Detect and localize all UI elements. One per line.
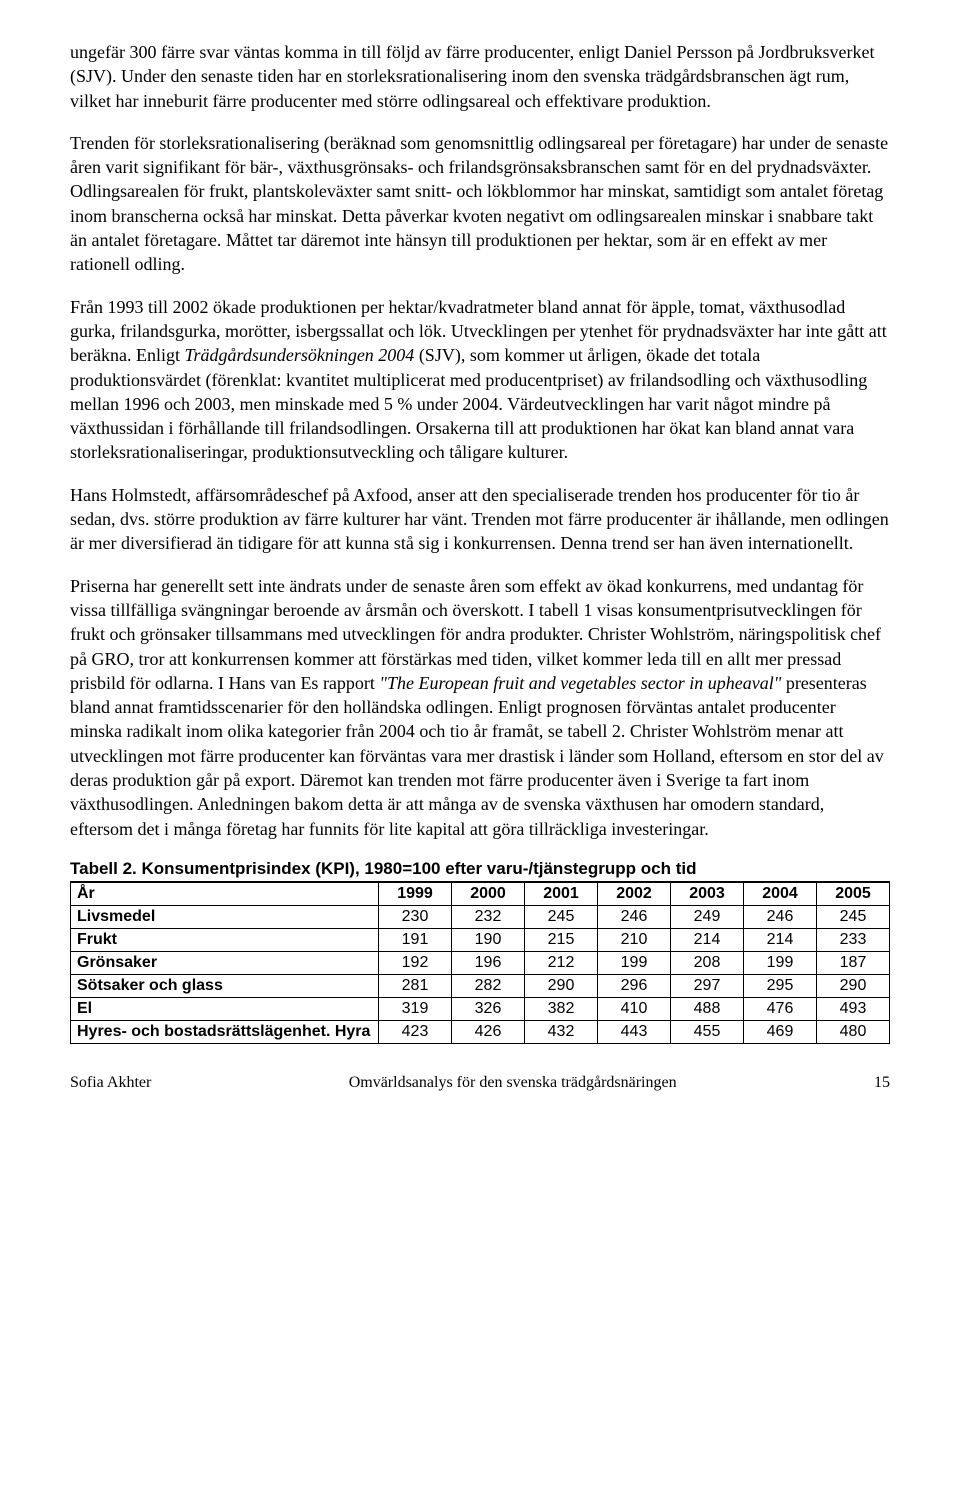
row-value: 191 [379,928,452,951]
paragraph-2: Trenden för storleksrationalisering (ber… [70,131,890,277]
table-header-2005: 2005 [817,882,890,906]
row-value: 214 [671,928,744,951]
footer-author: Sofia Akhter [70,1074,151,1092]
row-value: 290 [817,974,890,997]
row-value: 190 [452,928,525,951]
table-header-row: År 1999 2000 2001 2002 2003 2004 2005 [71,882,890,906]
table-header-2000: 2000 [452,882,525,906]
p3-italic: Trädgårdsundersökningen 2004 [184,345,414,365]
table-header-2002: 2002 [598,882,671,906]
p5-text-c: presenteras bland annat framtidsscenarie… [70,673,884,839]
row-label: Livsmedel [71,905,379,928]
row-value: 426 [452,1020,525,1043]
row-value: 382 [525,997,598,1020]
table-header-label: År [71,882,379,906]
row-label: El [71,997,379,1020]
paragraph-5: Priserna har generellt sett inte ändrats… [70,574,890,841]
row-value: 187 [817,951,890,974]
row-value: 232 [452,905,525,928]
row-value: 245 [817,905,890,928]
row-value: 493 [817,997,890,1020]
table-header-2001: 2001 [525,882,598,906]
row-value: 208 [671,951,744,974]
row-value: 455 [671,1020,744,1043]
table-caption: Tabell 2. Konsumentprisindex (KPI), 1980… [70,859,890,879]
paragraph-1: ungefär 300 färre svar väntas komma in t… [70,40,890,113]
row-value: 297 [671,974,744,997]
footer-title: Omvärldsanalys för den svenska trädgårds… [349,1074,677,1092]
table-header-2004: 2004 [744,882,817,906]
row-value: 281 [379,974,452,997]
row-value: 192 [379,951,452,974]
row-value: 290 [525,974,598,997]
table-header-1999: 1999 [379,882,452,906]
table-row: Hyres- och bostadsrättslägenhet. Hyra423… [71,1020,890,1043]
row-value: 199 [744,951,817,974]
table-header-2003: 2003 [671,882,744,906]
table-row: Sötsaker och glass281282290296297295290 [71,974,890,997]
row-label: Frukt [71,928,379,951]
row-value: 410 [598,997,671,1020]
row-value: 469 [744,1020,817,1043]
page-footer: Sofia Akhter Omvärldsanalys för den sven… [70,1074,890,1092]
row-value: 196 [452,951,525,974]
table-row: Livsmedel230232245246249246245 [71,905,890,928]
row-value: 480 [817,1020,890,1043]
row-value: 423 [379,1020,452,1043]
row-value: 246 [744,905,817,928]
paragraph-4: Hans Holmstedt, affärsområdeschef på Axf… [70,483,890,556]
row-value: 212 [525,951,598,974]
row-value: 443 [598,1020,671,1043]
row-label: Sötsaker och glass [71,974,379,997]
row-value: 233 [817,928,890,951]
row-value: 210 [598,928,671,951]
table-row: El319326382410488476493 [71,997,890,1020]
row-value: 215 [525,928,598,951]
paragraph-3: Från 1993 till 2002 ökade produktionen p… [70,295,890,465]
kpi-table: År 1999 2000 2001 2002 2003 2004 2005 Li… [70,881,890,1044]
row-value: 295 [744,974,817,997]
row-value: 214 [744,928,817,951]
row-value: 476 [744,997,817,1020]
table-row: Frukt191190215210214214233 [71,928,890,951]
row-value: 249 [671,905,744,928]
row-value: 245 [525,905,598,928]
row-value: 432 [525,1020,598,1043]
row-value: 246 [598,905,671,928]
row-value: 296 [598,974,671,997]
p5-italic: "The European fruit and vegetables secto… [379,673,781,693]
row-value: 282 [452,974,525,997]
row-label: Grönsaker [71,951,379,974]
row-value: 326 [452,997,525,1020]
row-label: Hyres- och bostadsrättslägenhet. Hyra [71,1020,379,1043]
row-value: 319 [379,997,452,1020]
footer-page: 15 [874,1074,890,1092]
table-row: Grönsaker192196212199208199187 [71,951,890,974]
row-value: 230 [379,905,452,928]
row-value: 488 [671,997,744,1020]
row-value: 199 [598,951,671,974]
